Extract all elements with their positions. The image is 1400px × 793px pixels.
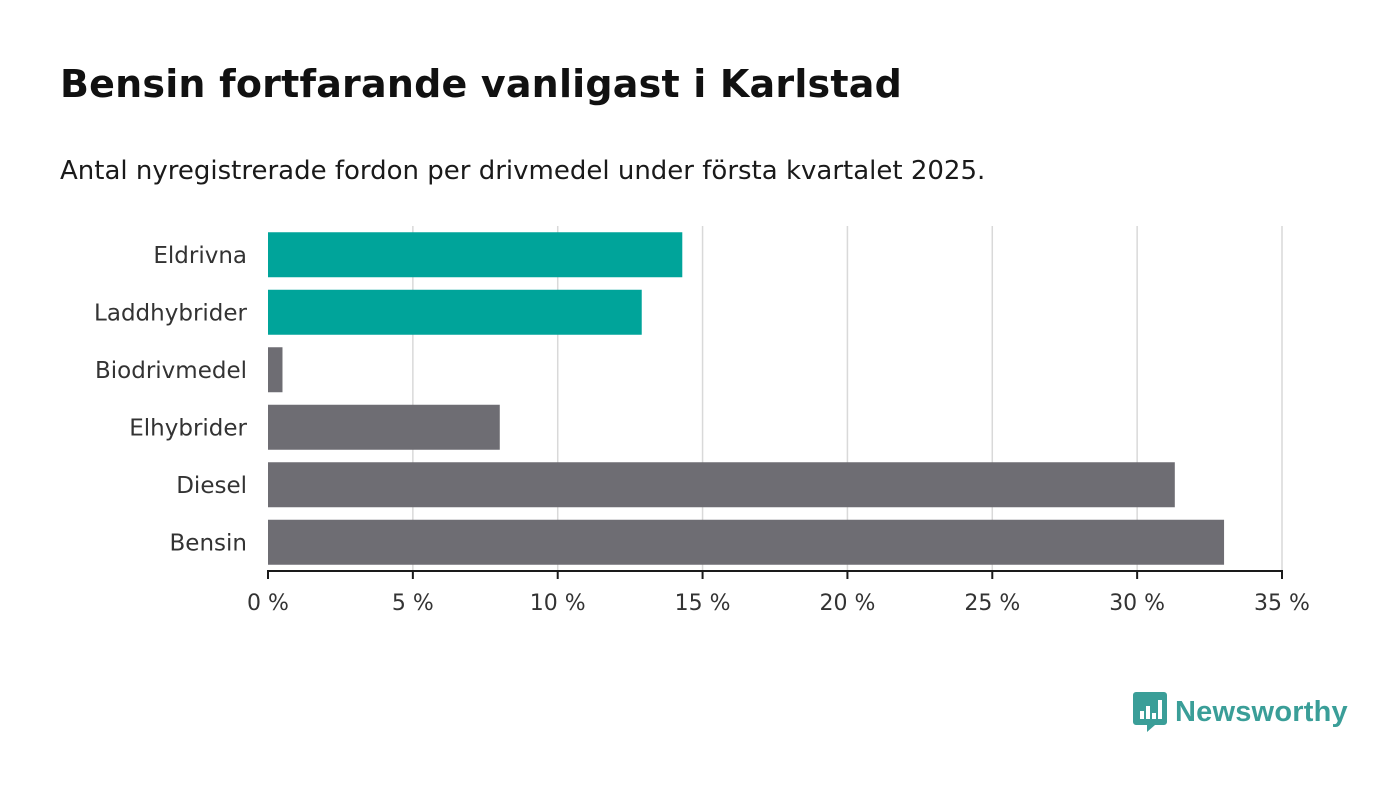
x-tick-label: 20 %	[819, 591, 875, 616]
chart-title: Bensin fortfarande vanligast i Karlstad	[60, 62, 902, 106]
category-label: Elhybrider	[129, 415, 247, 441]
x-tick-label: 10 %	[530, 591, 586, 616]
bar-chart: Eldrivna Laddhybrider Biodrivmedel Elhybrid…	[94, 226, 1310, 616]
category-label: Eldrivna	[153, 243, 247, 269]
category-label: Diesel	[176, 473, 247, 499]
bar	[268, 232, 683, 278]
x-tick-label: 30 %	[1109, 591, 1165, 616]
x-tick-label: 5 %	[392, 591, 434, 616]
x-tick-label: 35 %	[1254, 591, 1310, 616]
x-tick-label: 25 %	[964, 591, 1020, 616]
bar	[268, 404, 500, 450]
chart-subtitle: Antal nyregistrerade fordon per drivmede…	[60, 156, 986, 186]
bar	[268, 289, 642, 335]
bar	[268, 462, 1175, 508]
bar	[268, 519, 1225, 565]
newsworthy-logo: Newsworthy	[1133, 692, 1348, 732]
brand-name: Newsworthy	[1175, 695, 1348, 728]
category-label: Bensin	[170, 530, 247, 556]
category-label: Laddhybrider	[94, 300, 247, 326]
x-tick-label: 15 %	[675, 591, 731, 616]
x-tick-label: 0 %	[247, 591, 289, 616]
category-label: Biodrivmedel	[95, 358, 247, 384]
bar	[268, 347, 283, 393]
bar-chart-speech-bubble-icon	[1133, 692, 1167, 732]
